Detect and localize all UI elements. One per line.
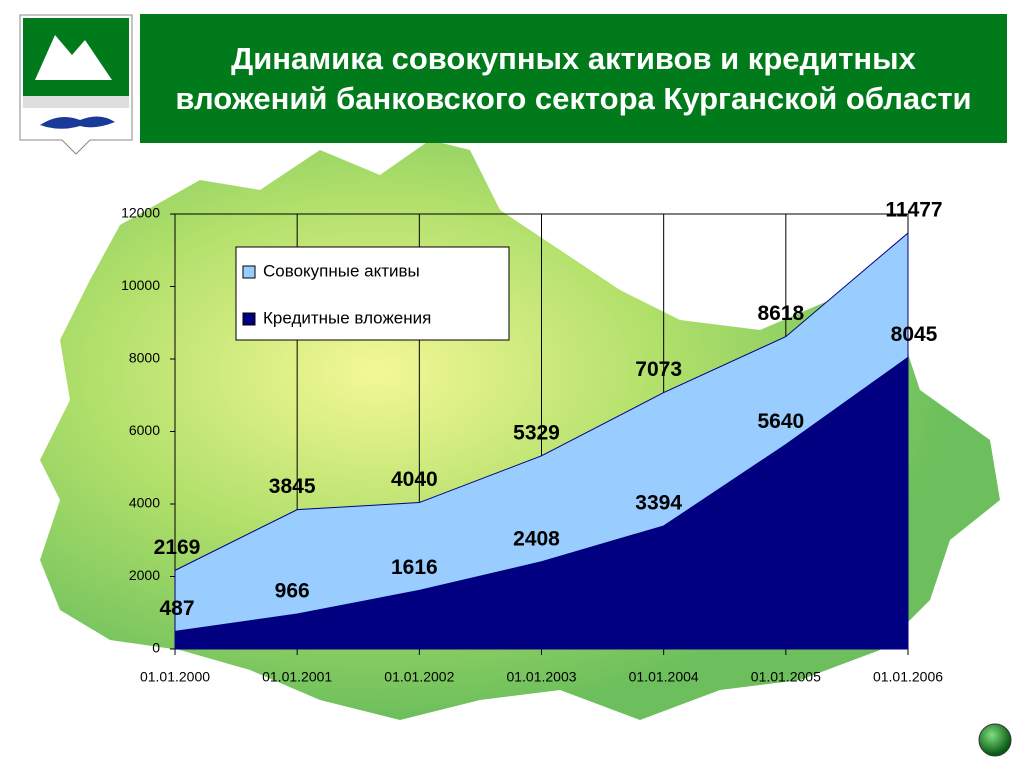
x-tick-label: 01.01.2000 [140, 669, 210, 685]
x-tick-label: 01.01.2005 [751, 669, 821, 685]
x-tick-label: 01.01.2002 [384, 669, 454, 685]
y-tick-label: 2000 [129, 567, 160, 583]
data-label: 3394 [635, 492, 682, 515]
legend [235, 246, 510, 341]
data-label: 4040 [391, 468, 438, 491]
data-label: 5640 [757, 410, 804, 433]
legend-label: Кредитные вложения [263, 308, 431, 327]
data-label: 2169 [154, 536, 201, 559]
data-label: 2408 [513, 527, 560, 550]
logo [19, 14, 133, 155]
data-label: 3845 [269, 475, 316, 498]
legend-swatch [242, 265, 256, 279]
x-tick-label: 01.01.2003 [506, 669, 576, 685]
data-label: 11477 [885, 199, 942, 222]
y-tick-label: 6000 [129, 422, 160, 438]
x-tick-label: 01.01.2004 [629, 669, 699, 685]
data-label: 966 [275, 580, 310, 603]
y-tick-label: 10000 [121, 277, 160, 293]
x-tick-label: 01.01.2001 [262, 669, 332, 685]
y-tick-label: 8000 [129, 350, 160, 366]
y-tick-label: 0 [152, 640, 160, 656]
y-tick-label: 12000 [121, 205, 160, 221]
area [174, 356, 909, 650]
x-tick-label: 01.01.2006 [873, 669, 943, 685]
data-label: 487 [159, 597, 194, 620]
data-label: 7073 [635, 358, 682, 381]
legend-label: Совокупные активы [263, 261, 420, 280]
data-label: 8045 [891, 323, 938, 346]
legend-swatch [242, 312, 256, 326]
y-tick-label: 4000 [129, 495, 160, 511]
nav-button[interactable] [978, 723, 1012, 757]
data-label: 8618 [757, 302, 804, 325]
chart-title: Динамика совокупных активов и кредитных … [140, 14, 1007, 143]
data-label: 5329 [513, 421, 560, 444]
data-label: 1616 [391, 556, 438, 579]
